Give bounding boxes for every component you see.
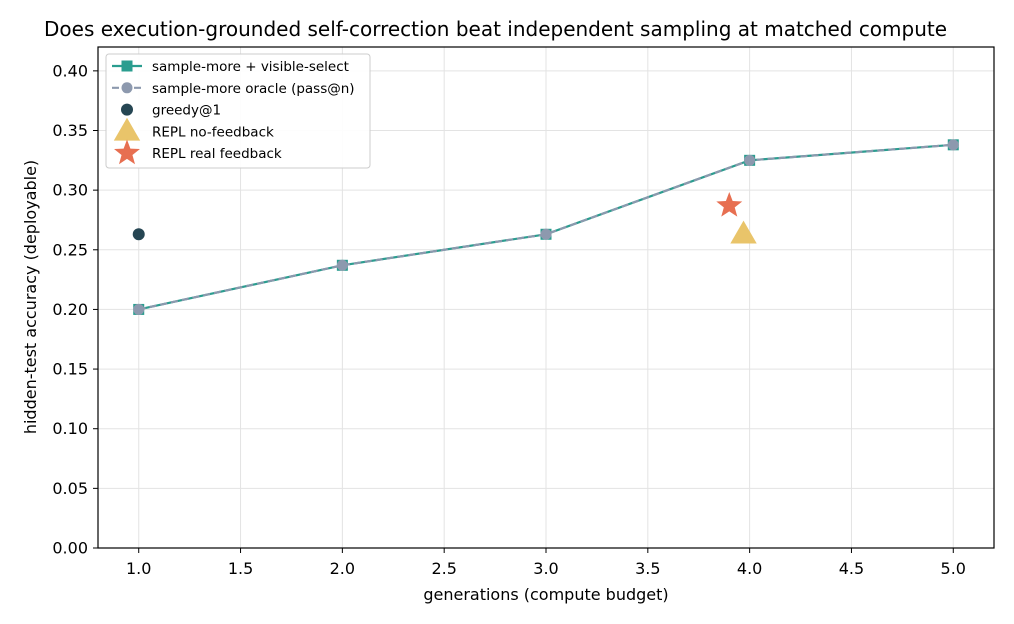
plot-area (132, 139, 959, 315)
series-2 (132, 228, 145, 241)
y-tick-label: 0.25 (52, 240, 88, 259)
legend-item: REPL real feedback (114, 139, 282, 165)
legend-marker (121, 82, 133, 94)
y-tick-label: 0.40 (52, 61, 88, 80)
data-point (540, 228, 552, 240)
y-tick-label: 0.20 (52, 300, 88, 319)
y-tick-label: 0.10 (52, 419, 88, 438)
y-tick-label: 0.00 (52, 539, 88, 558)
y-tick-label: 0.30 (52, 181, 88, 200)
data-point (336, 259, 348, 271)
legend-label: greedy@1 (152, 103, 221, 119)
legend-label: REPL real feedback (152, 146, 282, 162)
x-tick-label: 3.5 (635, 559, 660, 578)
legend-label: REPL no-feedback (152, 124, 274, 140)
legend: sample-more + visible-select sample-more … (105, 53, 371, 169)
x-tick-label: 4.5 (839, 559, 864, 578)
x-tick-label: 2.0 (330, 559, 355, 578)
legend-item: sample-more oracle (pass@n) (112, 81, 355, 97)
x-tick-label: 1.5 (228, 559, 253, 578)
legend-marker (113, 117, 141, 141)
legend-item: REPL no-feedback (113, 117, 274, 141)
series-1 (133, 139, 959, 315)
y-axis-label: hidden-test accuracy (deployable) (21, 160, 40, 434)
grid (98, 47, 994, 549)
data-point (730, 220, 757, 244)
chart-title: Does execution-grounded self-correction … (44, 17, 947, 41)
series-4 (716, 192, 743, 217)
y-tick-label: 0.05 (52, 479, 88, 498)
y-tick-label: 0.35 (52, 121, 88, 140)
series-line (138, 143, 954, 311)
data-point (132, 228, 145, 241)
y-tick-label: 0.15 (52, 360, 88, 379)
x-axis: 1.0 1.5 2.0 2.5 3.0 3.5 4.0 4.5 5.0 (126, 548, 966, 578)
x-tick-label: 1.0 (126, 559, 151, 578)
legend-label: sample-more oracle (pass@n) (152, 81, 355, 97)
legend-box (105, 53, 371, 169)
legend-marker (114, 139, 140, 165)
legend-item: sample-more + visible-select (112, 59, 349, 75)
x-tick-label: 4.0 (737, 559, 762, 578)
y-axis: 0.00 0.05 0.10 0.15 0.20 0.25 0.30 0.35 0.40 (52, 61, 98, 558)
legend-label: sample-more + visible-select (152, 59, 349, 75)
legend-marker (121, 60, 133, 72)
data-point (716, 192, 743, 217)
x-tick-label: 5.0 (941, 559, 966, 578)
legend-marker (121, 103, 133, 116)
x-tick-label: 2.5 (431, 559, 456, 578)
data-point (947, 139, 959, 151)
x-axis-label: generations (compute budget) (423, 585, 668, 604)
series-3 (730, 220, 757, 244)
data-point (133, 303, 145, 315)
legend-item: greedy@1 (121, 103, 221, 119)
data-point (744, 154, 756, 166)
x-tick-label: 3.0 (533, 559, 558, 578)
